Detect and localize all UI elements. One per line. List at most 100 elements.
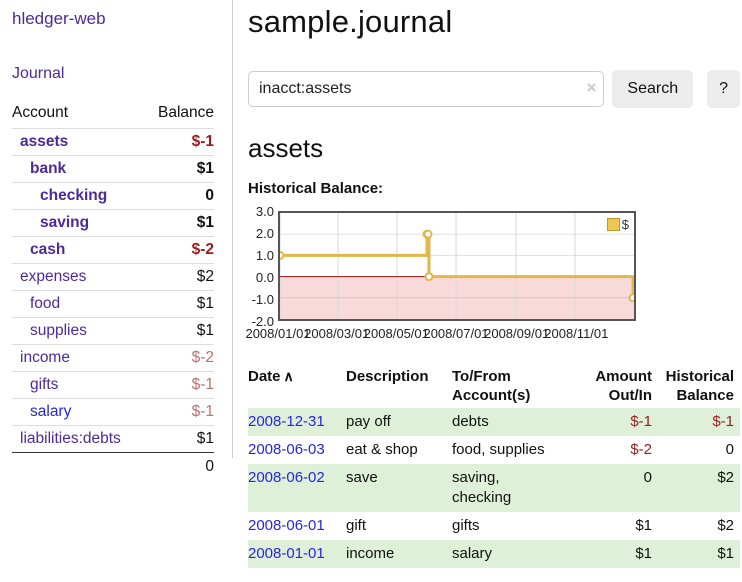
account-link[interactable]: supplies	[30, 322, 87, 339]
chart-legend: $	[604, 216, 631, 233]
accounts-header-account: Account	[12, 104, 69, 121]
table-row: 2008-06-03 eat & shop food, supplies $-2 0	[248, 436, 740, 464]
x-axis-tick-label: 2008/05/01	[363, 326, 429, 341]
account-balance: $-1	[191, 133, 214, 150]
legend-swatch-icon	[606, 218, 620, 231]
account-link[interactable]: checking	[40, 187, 108, 204]
y-axis-tick-label: 0.0	[255, 270, 274, 285]
account-balance: $2	[196, 268, 214, 285]
account-link[interactable]: liabilities:debts	[20, 430, 121, 447]
account-link[interactable]: cash	[30, 241, 66, 258]
sidebar: hledger-web Journal Account Balance asse…	[0, 0, 233, 475]
sidebar-account-row: income $-2	[12, 344, 214, 371]
cell-description: income	[346, 545, 395, 562]
cell-date: 2008-06-01	[248, 512, 346, 540]
sidebar-account-row: salary $-1	[12, 398, 214, 425]
cell-accounts: gifts	[452, 517, 480, 534]
cell-amount: $-1	[630, 413, 652, 430]
cell-accounts: debts	[452, 413, 489, 430]
sidebar-account-row: bank $1	[12, 155, 214, 182]
account-balance: $-2	[191, 241, 214, 258]
sidebar-account-row: expenses $2	[12, 263, 214, 290]
cell-description: save	[346, 469, 378, 486]
register-table: Date ∧ Description To/From Account(s) Amo…	[248, 364, 740, 568]
account-balance: $1	[196, 295, 214, 312]
header-date[interactable]: Date ∧	[248, 368, 294, 385]
page-title: sample.journal	[248, 4, 453, 39]
search-input[interactable]	[248, 71, 605, 107]
chart-title: Historical Balance:	[248, 180, 384, 197]
table-row: 2008-06-01 gift gifts $1 $2	[248, 512, 740, 540]
x-axis-tick-label: 2008/01/01	[245, 326, 311, 341]
account-balance: $-2	[191, 349, 214, 366]
accounts-header: Account Balance	[12, 100, 214, 128]
account-link[interactable]: assets	[20, 133, 69, 150]
cell-balance: 0	[725, 441, 734, 458]
register-header-row: Date ∧ Description To/From Account(s) Amo…	[248, 364, 740, 408]
accounts-total: 0	[12, 452, 214, 481]
cell-amount: 0	[643, 469, 652, 486]
cell-date: 2008-06-03	[248, 436, 346, 464]
cell-description: pay off	[346, 413, 391, 430]
table-row: 2008-06-02 save saving, checking 0 $2	[248, 464, 740, 512]
header-amount: Amount Out/In	[595, 368, 652, 404]
cell-date: 2008-01-01	[248, 540, 346, 568]
cell-date: 2008-12-31	[248, 408, 346, 436]
y-axis-tick-label: 1.0	[255, 248, 274, 263]
search-bar: × Search ?	[248, 70, 740, 108]
cell-balance: $-1	[712, 413, 734, 430]
help-button[interactable]: ?	[707, 70, 740, 108]
x-axis-tick-label: 2008/07/01	[423, 326, 489, 341]
table-row: 2008-01-01 income salary $1 $1	[248, 540, 740, 568]
account-link[interactable]: salary	[30, 403, 72, 420]
y-axis-tick-label: -1.0	[251, 292, 274, 307]
account-link[interactable]: saving	[40, 214, 90, 231]
y-axis-tick-label: 3.0	[255, 204, 274, 219]
account-balance: $1	[196, 214, 214, 231]
account-balance: $1	[196, 160, 214, 177]
account-balance: 0	[205, 187, 214, 204]
account-link[interactable]: expenses	[20, 268, 87, 285]
account-link[interactable]: income	[20, 349, 70, 366]
account-balance: $-1	[191, 403, 214, 420]
main-content: sample.journal × Search ? assets Histori…	[245, 0, 740, 568]
cell-balance: $2	[717, 517, 734, 534]
sidebar-account-row: saving $1	[12, 209, 214, 236]
y-axis-tick-label: 2.0	[255, 226, 274, 241]
cell-description: gift	[346, 517, 367, 534]
y-axis-tick-label: -2.0	[251, 314, 274, 329]
app-title-link[interactable]: hledger-web	[12, 9, 106, 28]
sidebar-item-journal[interactable]: Journal	[12, 65, 65, 82]
clear-search-icon[interactable]: ×	[586, 78, 597, 97]
cell-accounts: salary	[452, 545, 493, 562]
cell-description: eat & shop	[346, 441, 418, 458]
chart-canvas	[280, 213, 634, 319]
transaction-date-link[interactable]: 2008-06-02	[248, 469, 325, 486]
cell-accounts: food, supplies	[452, 441, 545, 458]
account-link[interactable]: gifts	[30, 376, 59, 393]
table-row: 2008-12-31 pay off debts $-1 $-1	[248, 408, 740, 436]
account-link[interactable]: food	[30, 295, 61, 312]
transaction-date-link[interactable]: 2008-01-01	[248, 545, 325, 562]
cell-accounts: saving, checking	[452, 469, 512, 506]
account-balance: $1	[196, 430, 214, 447]
cell-amount: $1	[635, 517, 652, 534]
historical-balance-chart: $ 3.0 2.0 1.0 0.0 -1.0 -2.0 2008/01/01 2008/03/…	[245, 204, 740, 346]
x-axis-tick-label: 2008/09/01	[484, 326, 550, 341]
x-axis-tick-label: 2008/11/01	[544, 326, 609, 341]
cell-balance: $1	[717, 545, 734, 562]
header-description: Description	[346, 368, 429, 385]
search-button[interactable]: Search	[612, 70, 694, 108]
cell-amount: $-2	[630, 441, 652, 458]
transaction-date-link[interactable]: 2008-06-01	[248, 517, 325, 534]
x-axis-tick-label: 2008/03/01	[304, 326, 370, 341]
header-accounts: To/From Account(s)	[452, 368, 531, 404]
sidebar-account-row: liabilities:debts $1	[12, 425, 214, 452]
sort-asc-icon: ∧	[283, 368, 294, 384]
sidebar-account-row: cash $-2	[12, 236, 214, 263]
account-link[interactable]: bank	[30, 160, 67, 177]
cell-amount: $1	[635, 545, 652, 562]
sidebar-account-row: gifts $-1	[12, 371, 214, 398]
transaction-date-link[interactable]: 2008-12-31	[248, 413, 325, 430]
transaction-date-link[interactable]: 2008-06-03	[248, 441, 325, 458]
